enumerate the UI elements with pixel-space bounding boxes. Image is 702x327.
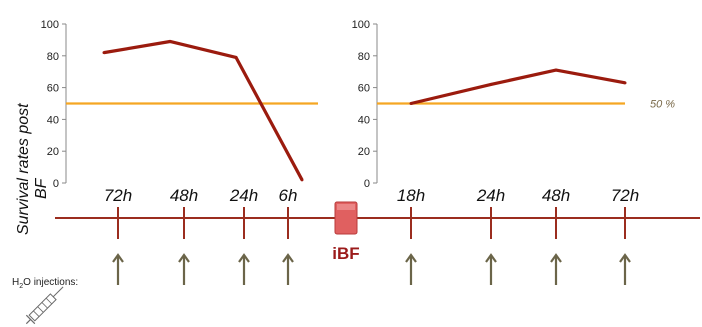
y-axis-label: Survival rates post BF bbox=[15, 99, 50, 235]
time-point-label: 24h bbox=[476, 186, 505, 205]
injections-label: H2O injections: bbox=[12, 277, 78, 290]
y-tick-label: 100 bbox=[352, 19, 370, 31]
series-line bbox=[103, 39, 304, 181]
reference-line-label: 50 % bbox=[650, 99, 675, 111]
time-point-label: 72h bbox=[104, 186, 132, 205]
data-point bbox=[409, 102, 413, 105]
up-arrow-icon bbox=[178, 253, 190, 285]
left-chart: 0 20 40 60 80 100 72h 48h 24h 6h bbox=[41, 19, 318, 205]
data-point bbox=[102, 51, 106, 55]
y-tick-label: 60 bbox=[358, 83, 370, 95]
y-tick-label: 40 bbox=[358, 114, 370, 126]
y-tick-label: 100 bbox=[41, 19, 59, 31]
y-axis-label-line1: Survival rates post bbox=[15, 103, 32, 235]
up-arrow-icon bbox=[112, 253, 124, 285]
time-point-label: 72h bbox=[611, 186, 639, 205]
y-tick-label: 0 bbox=[53, 178, 59, 190]
time-point-label: 6h bbox=[279, 186, 298, 205]
ibf-label: iBF bbox=[332, 244, 359, 263]
y-axis-label-line2: BF bbox=[33, 177, 50, 199]
y-tick-label: 40 bbox=[47, 114, 59, 126]
y-tick-label: 0 bbox=[364, 178, 370, 190]
data-point bbox=[168, 39, 172, 43]
time-point-label: 18h bbox=[397, 186, 425, 205]
data-point bbox=[489, 82, 493, 86]
series-line bbox=[410, 68, 626, 106]
y-tick-label: 60 bbox=[47, 83, 59, 95]
time-point-label: 48h bbox=[170, 186, 198, 205]
right-chart: 0 20 40 60 80 100 50 % 18h 24h 48h 72h bbox=[352, 19, 676, 205]
up-arrow-icon bbox=[619, 253, 631, 285]
ibf-marker-highlight bbox=[337, 204, 355, 210]
y-tick-label: 20 bbox=[358, 146, 370, 158]
up-arrow-icon bbox=[550, 253, 562, 285]
data-point bbox=[623, 81, 627, 85]
injection-arrows bbox=[112, 253, 631, 285]
y-tick-label: 80 bbox=[47, 51, 59, 63]
y-tick-label: 80 bbox=[358, 51, 370, 63]
timeline-ticks bbox=[117, 207, 626, 239]
y-tick-label: 20 bbox=[47, 146, 59, 158]
time-point-label: 24h bbox=[229, 186, 258, 205]
up-arrow-icon bbox=[238, 253, 250, 285]
time-point-label: 48h bbox=[542, 186, 570, 205]
data-point bbox=[300, 178, 304, 182]
up-arrow-icon bbox=[485, 253, 497, 285]
data-point bbox=[554, 68, 558, 72]
up-arrow-icon bbox=[282, 253, 294, 285]
up-arrow-icon bbox=[405, 253, 417, 285]
syringe-icon bbox=[25, 286, 64, 325]
data-point bbox=[234, 55, 238, 59]
